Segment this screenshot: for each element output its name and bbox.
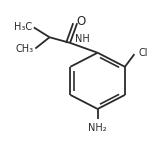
Text: NH₂: NH₂ [88, 123, 107, 133]
Text: O: O [76, 15, 86, 28]
Text: Cl: Cl [138, 48, 148, 58]
Text: CH₃: CH₃ [16, 44, 34, 54]
Text: H₃C: H₃C [14, 22, 32, 32]
Text: NH: NH [75, 34, 90, 44]
